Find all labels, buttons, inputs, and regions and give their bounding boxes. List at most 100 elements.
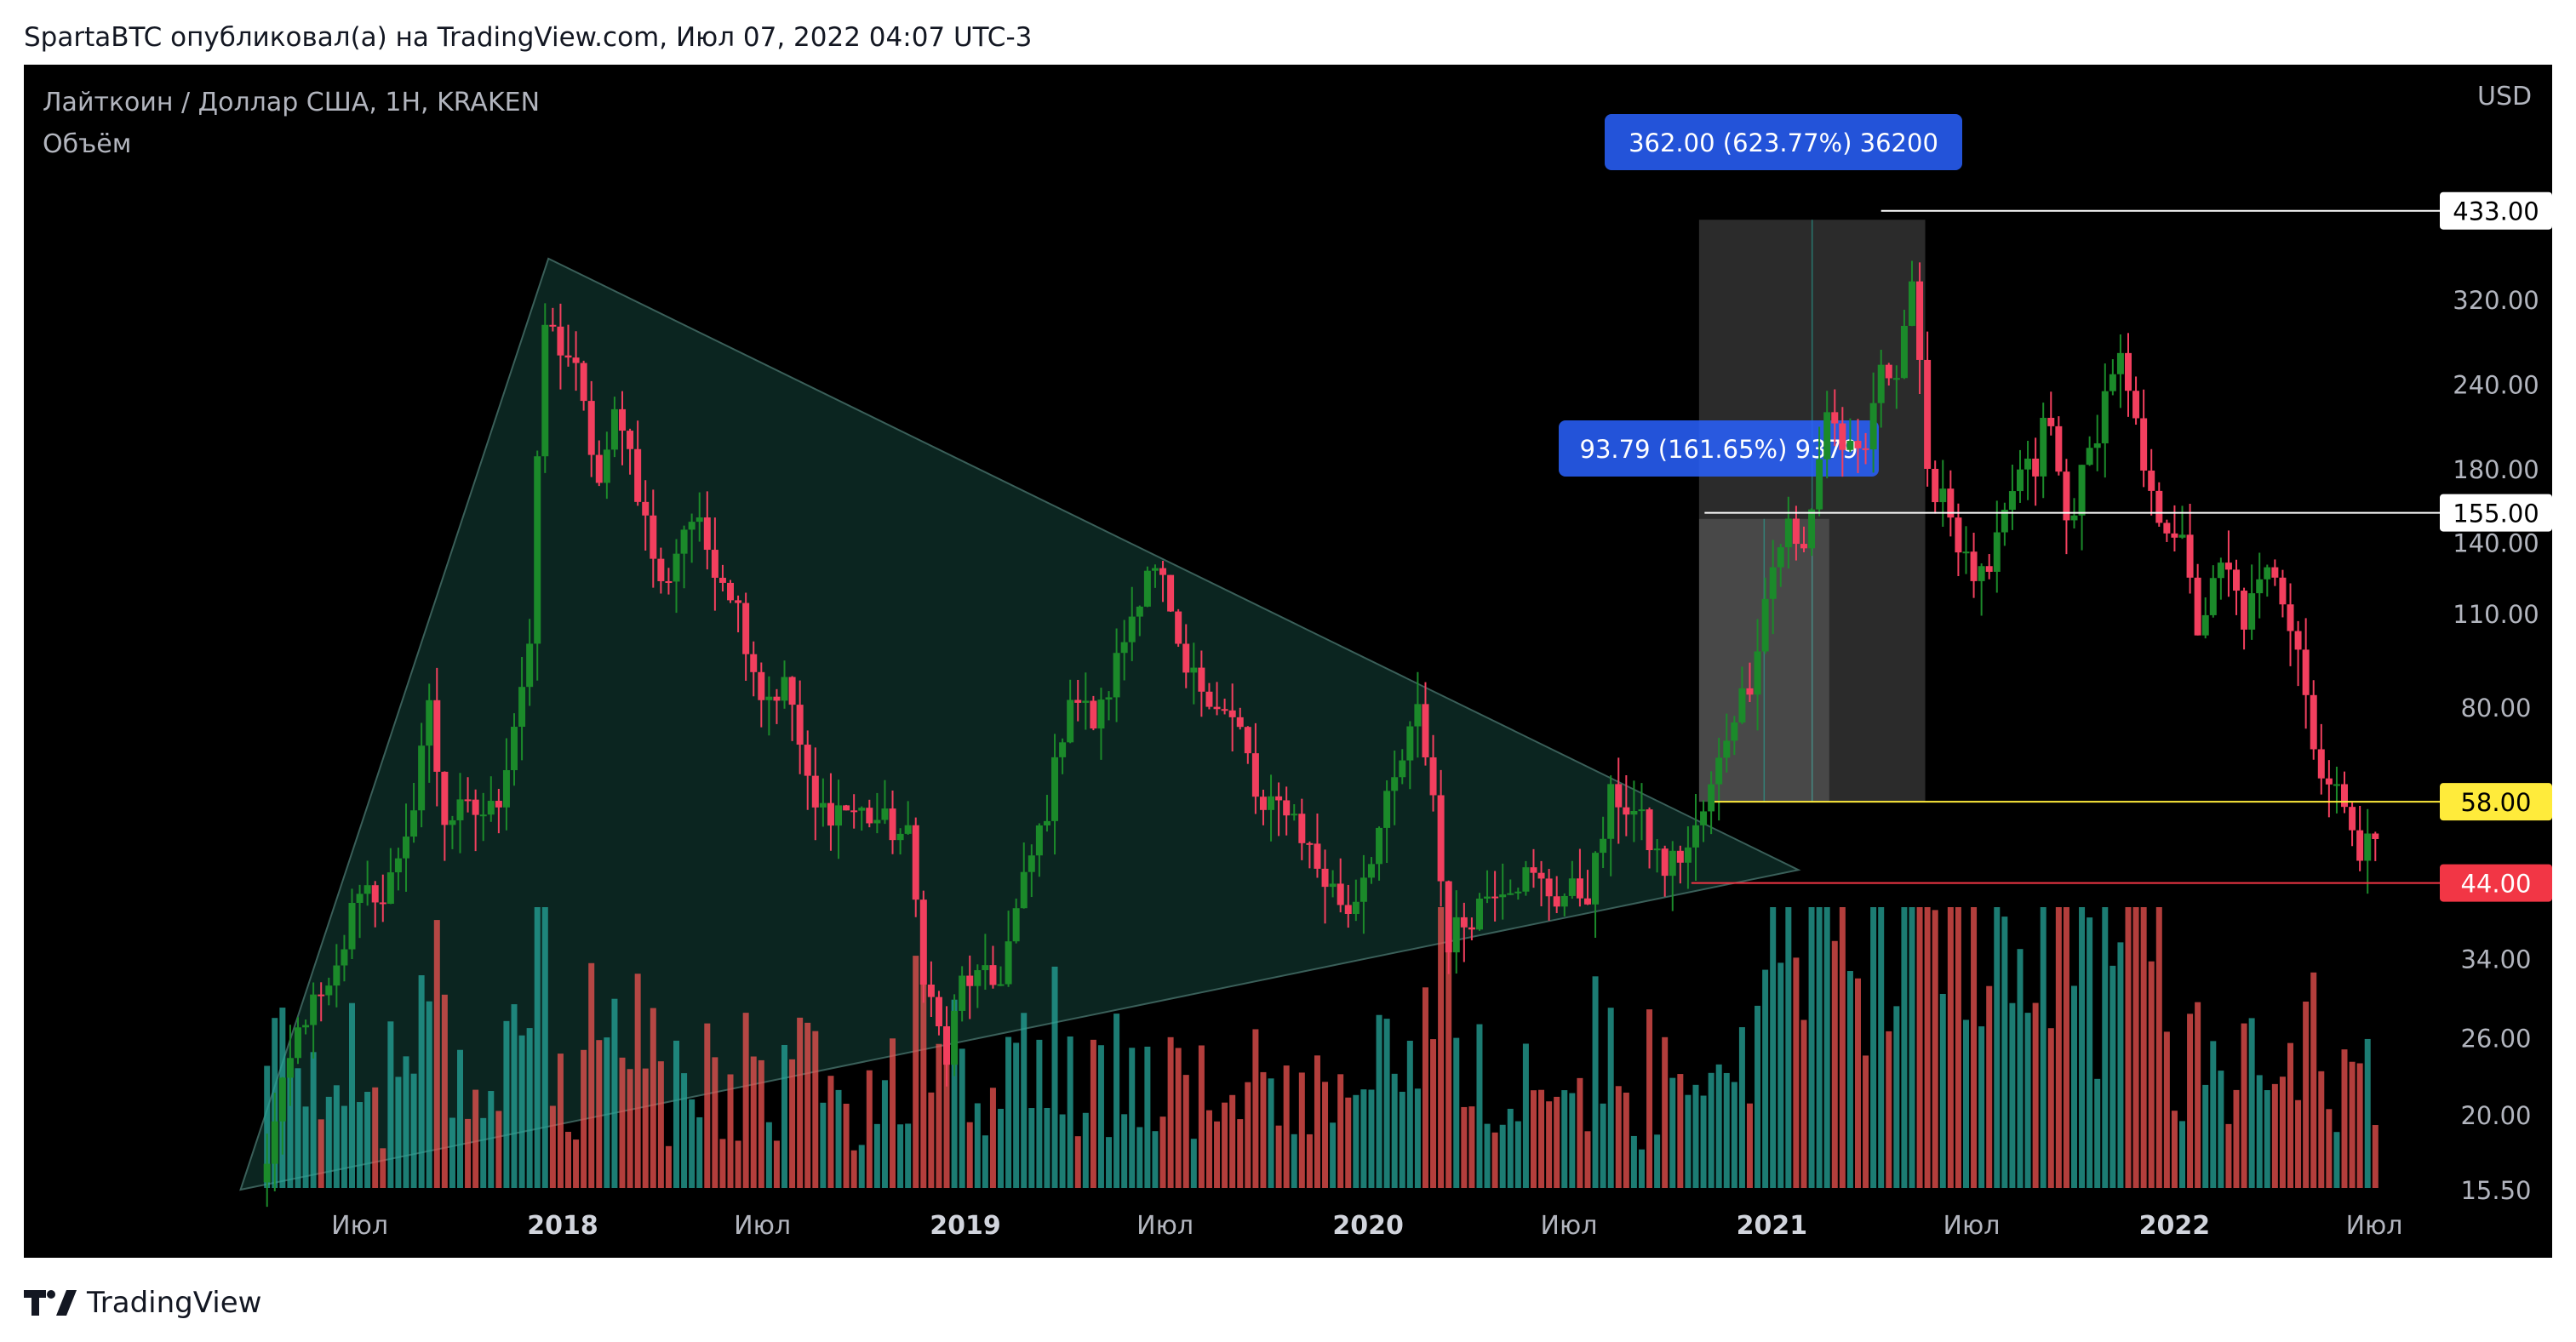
candle-body: [1993, 532, 2001, 572]
candle-body: [2171, 533, 2178, 538]
y-tick-label: 180.00: [2453, 455, 2539, 484]
candle-body: [1352, 901, 1360, 914]
volume-bar: [2079, 907, 2086, 1188]
candle-body: [1537, 872, 1545, 879]
candle-body: [348, 903, 356, 950]
volume-bar: [1422, 987, 1428, 1188]
candle-body: [479, 814, 487, 817]
candle-body: [1143, 570, 1151, 607]
volume-bar: [1700, 1095, 1707, 1188]
candle-body: [804, 745, 811, 776]
volume-bar: [881, 1080, 888, 1188]
candle-body: [595, 454, 603, 483]
candle-body: [1406, 726, 1414, 761]
footer: TradingView: [24, 1283, 261, 1322]
volume-bar: [1067, 1036, 1073, 1188]
candle-body: [333, 965, 341, 986]
volume-bar: [1507, 1108, 1514, 1188]
candle-body: [1074, 700, 1082, 703]
x-tick-label: Июл: [734, 1211, 791, 1241]
candle-body: [1429, 757, 1437, 796]
volume-bar: [1746, 1103, 1753, 1188]
volume-bar: [2295, 1099, 2302, 1188]
volume-bar: [1762, 969, 1769, 1188]
candle-body: [472, 799, 479, 815]
candle-body: [1700, 811, 1708, 825]
candle-body: [564, 355, 572, 358]
candle-body: [1344, 905, 1352, 914]
candle-body: [2163, 523, 2171, 534]
volume-bar: [2094, 1078, 2101, 1188]
candle-body: [2302, 649, 2310, 695]
volume-bar: [348, 1002, 355, 1188]
candle-body: [1924, 359, 1932, 469]
volume-bar: [403, 1056, 409, 1188]
volume-bar: [1499, 1124, 1506, 1188]
volume-bar: [835, 1089, 842, 1188]
candle-body: [2310, 694, 2317, 750]
candle-body: [2078, 465, 2086, 516]
volume-bar: [264, 1065, 271, 1188]
candle-body: [2248, 593, 2256, 630]
candle-body: [1777, 547, 1784, 568]
volume-bar: [380, 1148, 386, 1188]
volume-bar: [1785, 907, 1792, 1188]
volume-bar: [1886, 1031, 1892, 1188]
candle-body: [394, 858, 402, 873]
candle-body: [1553, 896, 1560, 907]
candle-body: [1236, 717, 1244, 728]
candle-body: [572, 357, 580, 363]
volume-bar: [1306, 1134, 1313, 1188]
price-chart[interactable]: 362.00 (623.77%) 36200 93.79 (161.65%) 93…: [24, 65, 2552, 1258]
volume-bar: [287, 1073, 294, 1188]
y-tick-label: 80.00: [2460, 694, 2531, 722]
candle-body: [1283, 800, 1291, 816]
candle-body: [974, 970, 982, 986]
volume-bar: [1723, 1072, 1730, 1188]
candle-body: [1731, 722, 1738, 741]
candle-body: [2372, 833, 2379, 839]
volume-bar: [1430, 1039, 1437, 1188]
volume-bar: [341, 1105, 347, 1188]
volume-bar: [1476, 1024, 1483, 1188]
candle-body: [1839, 423, 1846, 450]
candle-body: [1862, 448, 1869, 450]
y-tick-label: 110.00: [2453, 600, 2539, 629]
candle-body: [2109, 374, 2116, 391]
volume-bar: [2241, 1023, 2247, 1188]
candle-body: [1383, 791, 1391, 828]
candle-body: [379, 902, 386, 905]
volume-bar: [549, 1105, 556, 1188]
price-levels: 433.00 155.00 58.00 44.00: [1691, 191, 2552, 902]
candle-body: [371, 885, 379, 903]
candle-body: [426, 700, 433, 746]
candle-body: [665, 580, 673, 583]
volume-bar: [1831, 940, 1838, 1188]
volume-bar: [2310, 972, 2317, 1188]
volume-bar: [974, 1103, 981, 1188]
volume-bar: [2032, 1002, 2039, 1188]
volume-bar: [781, 1044, 788, 1188]
candle-body: [1653, 848, 1661, 851]
volume-bar: [318, 1119, 324, 1188]
candle-body: [1900, 325, 1908, 379]
volume-bar: [959, 1048, 965, 1188]
level-tag-58.00: 58.00: [2460, 788, 2531, 817]
candle-body: [1321, 868, 1329, 888]
candle-body: [1059, 742, 1067, 757]
candle-body: [1708, 784, 1715, 812]
candle-body: [1128, 616, 1136, 642]
candle-body: [1955, 517, 1962, 553]
candle-body: [951, 1010, 959, 1065]
volume-bar: [2148, 961, 2155, 1188]
candle-body: [1337, 883, 1344, 905]
volume-bar: [719, 1139, 726, 1188]
time-axis[interactable]: Июл 2018 Июл 2019 Июл 2020 Июл 2021 Июл 2022 Июл: [331, 1211, 2402, 1241]
volume-bar: [426, 1001, 432, 1188]
price-axis[interactable]: 320.00 240.00 180.00 140.00 110.00 80.00 34.00…: [2453, 286, 2539, 1205]
candle-body: [2063, 471, 2070, 521]
candle-body: [1499, 894, 1507, 898]
chart-frame[interactable]: 362.00 (623.77%) 36200 93.79 (161.65%) 93…: [24, 65, 2552, 1258]
candle-body: [1097, 700, 1105, 729]
volume-bar: [1129, 1048, 1136, 1188]
